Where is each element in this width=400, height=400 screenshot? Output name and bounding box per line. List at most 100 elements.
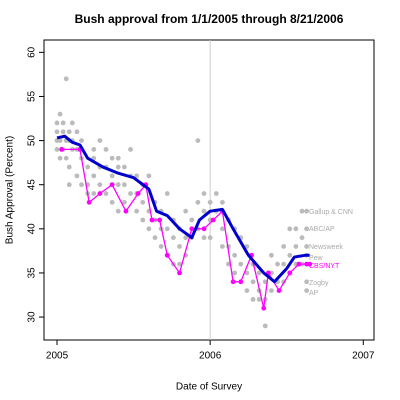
poll-point: [97, 138, 103, 143]
poll-point: [304, 226, 310, 232]
poll-point: [79, 138, 84, 143]
poll-point: [195, 199, 201, 205]
x-tick-label: 2007: [352, 351, 375, 362]
poll-point: [177, 261, 182, 267]
poll-point: [86, 199, 92, 205]
poll-point: [128, 147, 133, 152]
poll-point: [201, 226, 207, 232]
poll-point: [85, 164, 91, 170]
poll-point: [213, 191, 219, 196]
poll-point: [91, 147, 97, 152]
poll-point: [299, 235, 305, 241]
poll-point: [59, 147, 65, 152]
poll-point: [219, 226, 225, 232]
poll-point: [115, 208, 121, 214]
poll-point: [201, 235, 207, 241]
poll-point: [164, 226, 170, 232]
poll-point: [60, 120, 66, 126]
y-tick-label: 35: [27, 267, 38, 279]
pollster-label: CBS/NYT: [309, 263, 340, 270]
poll-point: [293, 226, 299, 232]
poll-point: [69, 120, 75, 126]
poll-point: [250, 279, 256, 285]
poll-point: [103, 191, 109, 196]
poll-point: [109, 155, 115, 161]
pollster-label: ABC/AP: [309, 226, 335, 233]
poll-point: [109, 173, 115, 179]
poll-point: [115, 182, 121, 188]
poll-point: [177, 244, 182, 249]
poll-point: [63, 76, 69, 82]
poll-point: [121, 182, 127, 188]
poll-point: [97, 191, 103, 196]
poll-point: [195, 138, 201, 143]
poll-point: [158, 244, 164, 249]
x-tick-label: 2006: [199, 351, 222, 362]
poll-point: [207, 199, 213, 205]
poll-point: [66, 182, 72, 188]
poll-point: [293, 244, 299, 249]
poll-point: [269, 252, 274, 258]
poll-point: [210, 217, 216, 223]
poll-point: [256, 297, 262, 302]
poll-point: [57, 155, 63, 161]
poll-point: [232, 252, 238, 258]
poll-point: [146, 173, 152, 179]
poll-point: [244, 288, 250, 293]
poll-point: [74, 173, 80, 179]
poll-point: [115, 164, 121, 170]
poll-point: [183, 235, 189, 241]
poll-point: [149, 217, 155, 223]
poll-point: [115, 155, 121, 161]
poll-point: [219, 244, 225, 249]
poll-point: [109, 199, 115, 205]
poll-point: [164, 191, 170, 196]
poll-point: [164, 252, 170, 258]
poll-point: [281, 261, 287, 267]
poll-point: [269, 288, 274, 293]
poll-point: [201, 191, 207, 196]
poll-point: [97, 182, 103, 188]
trend-line: [56, 134, 310, 284]
poll-point: [63, 155, 69, 161]
plot-frame: [43, 39, 375, 341]
poll-point: [275, 261, 280, 267]
poll-point: [177, 270, 182, 276]
poll-point: [232, 270, 238, 276]
poll-point: [189, 226, 195, 232]
poll-point: [244, 270, 250, 276]
poll-point: [91, 173, 97, 179]
poll-point: [287, 252, 293, 258]
poll-point: [54, 129, 60, 135]
poll-point: [128, 191, 133, 196]
poll-point: [54, 120, 60, 126]
poll-point: [57, 138, 63, 143]
poll-point: [57, 111, 63, 117]
poll-point: [121, 199, 127, 205]
poll-point: [201, 208, 207, 214]
y-tick-label: 60: [27, 46, 38, 58]
poll-point: [207, 235, 213, 241]
poll-point: [299, 208, 305, 214]
poll-point: [79, 182, 84, 188]
poll-point: [238, 279, 244, 285]
poll-point: [123, 208, 129, 214]
x-axis-label: Date of Survey: [176, 382, 242, 393]
pollster-label: AP: [309, 290, 319, 297]
poll-point: [296, 261, 302, 267]
chart-title: Bush approval from 1/1/2005 through 8/21…: [75, 12, 344, 26]
y-tick-label: 50: [27, 135, 38, 147]
poll-point: [135, 191, 141, 196]
poll-point: [281, 244, 287, 249]
pollster-label: Newsweek: [309, 244, 343, 251]
y-tick-label: 30: [27, 311, 38, 323]
poll-point: [134, 173, 140, 179]
poll-point: [287, 226, 293, 232]
poll-point: [134, 208, 140, 214]
poll-point: [170, 235, 176, 241]
poll-point: [91, 191, 97, 196]
poll-point: [103, 147, 109, 152]
poll-point: [66, 164, 72, 170]
poll-point: [261, 305, 267, 311]
poll-point: [74, 129, 80, 135]
